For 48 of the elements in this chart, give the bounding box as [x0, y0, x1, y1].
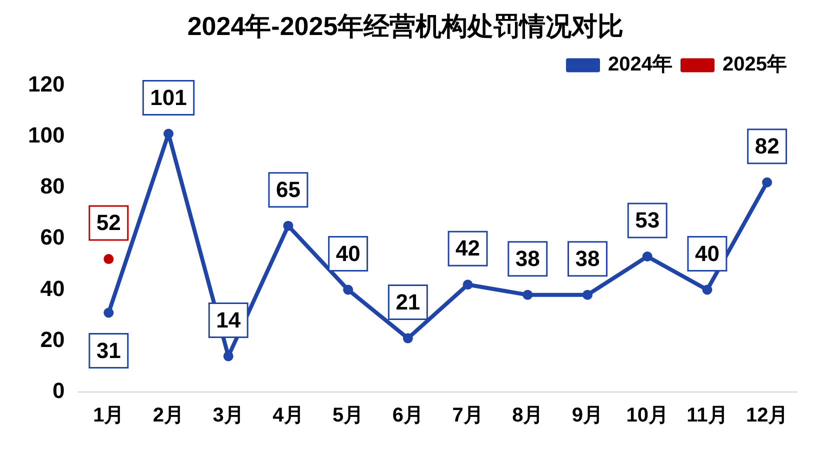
data-label: 101 [150, 84, 187, 110]
x-tick-label: 8月 [512, 404, 544, 427]
data-label: 21 [396, 289, 420, 314]
data-label: 38 [575, 246, 600, 271]
point [163, 128, 174, 139]
point [402, 333, 413, 344]
point [283, 220, 294, 231]
point [582, 290, 592, 300]
point [462, 280, 473, 290]
x-tick-label: 11月 [686, 404, 728, 427]
x-tick-label: 2月 [152, 404, 184, 427]
y-tick-label: 60 [40, 224, 65, 250]
x-tick-label: 7月 [452, 404, 484, 427]
data-label: 42 [456, 236, 480, 261]
data-label: 31 [96, 338, 121, 363]
y-tick-label: 40 [40, 276, 65, 301]
data-label: 82 [754, 133, 780, 158]
point [762, 177, 772, 188]
x-tick-label: 9月 [572, 404, 604, 427]
point [104, 308, 114, 318]
y-tick-label: 20 [40, 326, 65, 352]
data-label: 65 [276, 176, 300, 202]
point [104, 254, 114, 264]
y-tick-label: 80 [40, 174, 65, 199]
y-tick-label: 0 [52, 378, 65, 404]
data-label: 40 [336, 240, 360, 266]
x-tick-label: 1月 [93, 404, 124, 427]
data-label: 52 [96, 210, 121, 236]
point [223, 351, 234, 362]
x-tick-label: 12月 [746, 404, 788, 427]
x-tick-label: 10月 [626, 404, 668, 427]
legend-label: 2024年 [608, 54, 673, 76]
x-tick-label: 3月 [212, 404, 244, 427]
x-tick-label: 4月 [272, 404, 304, 427]
y-tick-label: 100 [28, 122, 65, 148]
x-tick-label: 5月 [332, 404, 364, 427]
chart-title: 2024年-2025年经营机构处罚情况对比 [187, 10, 624, 41]
y-tick-label: 120 [28, 71, 65, 96]
point [642, 251, 652, 262]
point [343, 284, 354, 295]
data-label: 53 [635, 208, 660, 233]
data-label: 40 [694, 240, 720, 266]
legend-label: 2025年 [722, 54, 788, 76]
data-label: 14 [216, 307, 242, 332]
point [702, 284, 712, 295]
x-tick-label: 6月 [392, 404, 424, 427]
point [522, 290, 533, 300]
data-label: 38 [515, 246, 540, 271]
